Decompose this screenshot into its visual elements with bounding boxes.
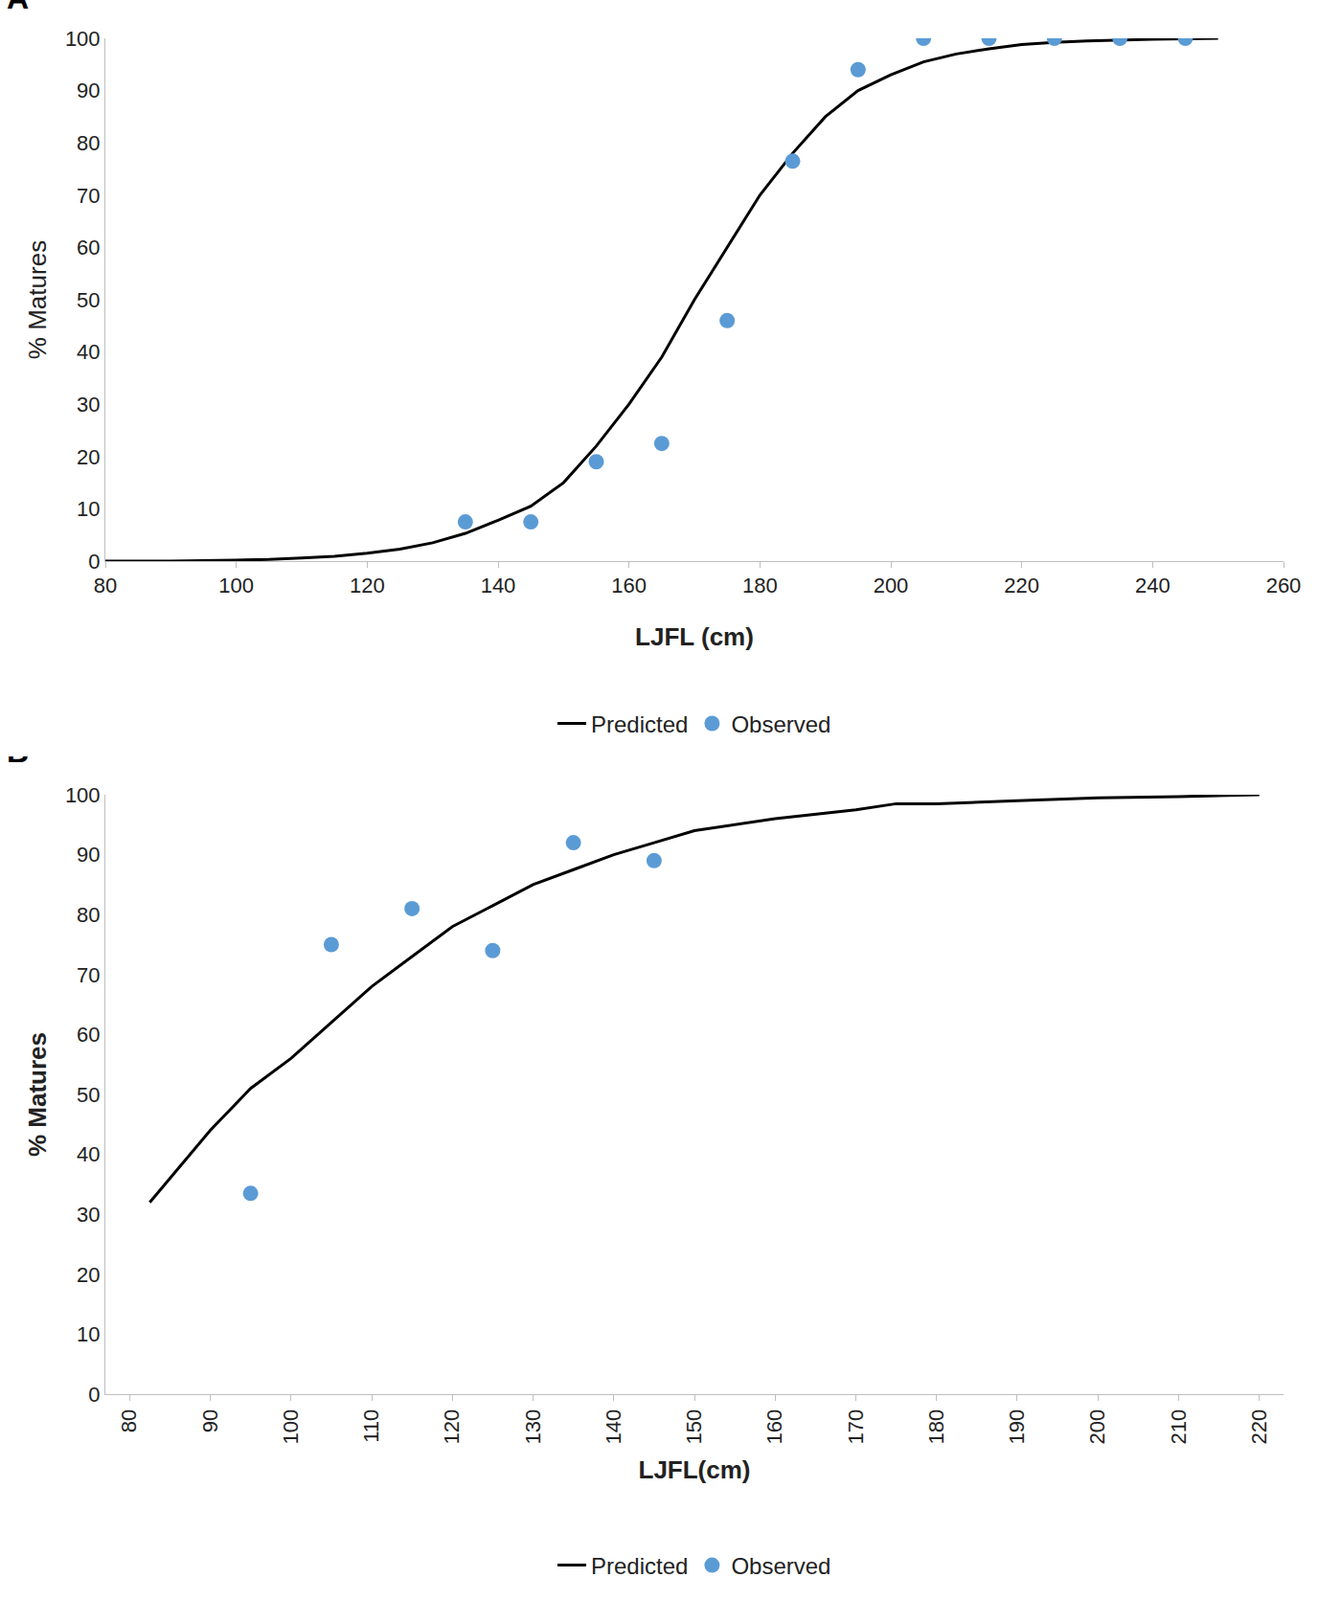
svg-text:10: 10: [76, 497, 100, 522]
svg-text:100: 100: [65, 783, 101, 808]
svg-text:10: 10: [76, 1322, 100, 1347]
svg-text:20: 20: [76, 445, 100, 470]
svg-text:110: 110: [359, 1409, 384, 1444]
svg-text:160: 160: [611, 573, 647, 598]
svg-text:100: 100: [278, 1409, 303, 1446]
svg-text:B: B: [6, 756, 29, 770]
svg-text:90: 90: [198, 1409, 223, 1433]
svg-text:180: 180: [742, 573, 778, 598]
svg-text:Observed: Observed: [730, 1553, 831, 1580]
svg-text:140: 140: [601, 1409, 626, 1446]
svg-text:210: 210: [1166, 1409, 1191, 1446]
svg-text:LJFL (cm): LJFL (cm): [635, 622, 754, 652]
svg-text:A: A: [6, 0, 29, 16]
svg-text:Observed: Observed: [730, 711, 831, 738]
svg-text:LJFL(cm): LJFL(cm): [638, 1455, 751, 1485]
svg-text:260: 260: [1266, 573, 1302, 598]
svg-text:90: 90: [76, 842, 100, 867]
svg-text:0: 0: [88, 549, 100, 574]
svg-text:120: 120: [349, 573, 386, 598]
svg-text:0: 0: [88, 1383, 100, 1408]
svg-text:70: 70: [76, 963, 100, 988]
svg-text:40: 40: [76, 340, 100, 364]
svg-text:220: 220: [1003, 573, 1040, 598]
svg-text:50: 50: [76, 288, 100, 313]
svg-text:190: 190: [1004, 1409, 1029, 1446]
svg-text:20: 20: [76, 1263, 100, 1288]
svg-text:100: 100: [65, 26, 101, 51]
svg-text:170: 170: [843, 1409, 868, 1446]
svg-text:120: 120: [439, 1409, 464, 1446]
svg-text:40: 40: [76, 1142, 100, 1167]
svg-text:200: 200: [1085, 1409, 1110, 1446]
svg-text:160: 160: [762, 1409, 787, 1446]
svg-text:90: 90: [76, 78, 100, 103]
svg-text:% Matures: % Matures: [22, 240, 52, 360]
svg-text:220: 220: [1247, 1409, 1272, 1446]
svg-text:100: 100: [218, 573, 254, 598]
svg-text:240: 240: [1135, 573, 1171, 598]
svg-text:Predicted: Predicted: [590, 711, 688, 738]
svg-text:180: 180: [924, 1409, 949, 1446]
svg-text:80: 80: [116, 1409, 141, 1433]
svg-text:140: 140: [480, 573, 517, 598]
svg-text:30: 30: [76, 392, 100, 417]
svg-text:60: 60: [76, 1022, 100, 1047]
svg-text:30: 30: [76, 1203, 100, 1228]
svg-text:80: 80: [93, 573, 117, 598]
svg-text:Predicted: Predicted: [590, 1553, 688, 1580]
svg-text:% Matures: % Matures: [22, 1032, 52, 1158]
svg-text:200: 200: [873, 573, 910, 598]
svg-text:50: 50: [76, 1083, 100, 1108]
svg-text:70: 70: [76, 183, 100, 208]
svg-text:80: 80: [76, 131, 100, 156]
svg-text:150: 150: [681, 1409, 706, 1446]
svg-text:130: 130: [521, 1409, 546, 1446]
svg-text:80: 80: [76, 903, 100, 928]
svg-text:60: 60: [76, 235, 100, 260]
